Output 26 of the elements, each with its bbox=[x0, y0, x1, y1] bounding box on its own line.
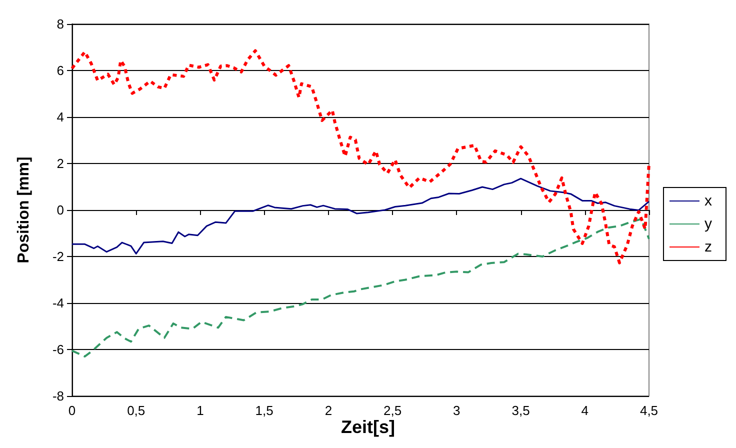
y-tick-label: 8 bbox=[56, 16, 64, 32]
x-tick-label: 3,5 bbox=[512, 403, 530, 418]
legend-label: x bbox=[704, 192, 712, 210]
x-tick-label: 1,5 bbox=[255, 403, 274, 418]
x-tick-label: 4 bbox=[581, 403, 589, 418]
y-tick-label: 4 bbox=[56, 110, 64, 124]
x-axis-title: Zeit[s] bbox=[341, 417, 395, 437]
y-tick-label: -8 bbox=[52, 388, 64, 404]
x-tick-label: 3 bbox=[453, 403, 460, 418]
y-tick-label: -4 bbox=[52, 296, 64, 310]
y-axis-title: Position [mm] bbox=[16, 156, 32, 264]
x-tick-label: 0 bbox=[68, 403, 76, 418]
x-tick-label: 4,5 bbox=[640, 403, 658, 418]
x-tick-label: 2,5 bbox=[384, 403, 402, 418]
y-tick-label: -2 bbox=[52, 249, 64, 264]
y-tick-label: 0 bbox=[56, 202, 64, 218]
y-tick-label: 6 bbox=[56, 63, 64, 78]
line-series bbox=[70, 49, 650, 264]
legend-label: z bbox=[704, 238, 712, 256]
legend-label: y bbox=[704, 216, 712, 232]
y-tick-label: -6 bbox=[52, 342, 64, 357]
x-tick-label: 1 bbox=[196, 403, 204, 418]
line-series bbox=[71, 178, 650, 254]
x-tick-label: 2 bbox=[324, 403, 332, 418]
x-tick-label: 0,5 bbox=[127, 403, 146, 418]
y-tick-label: 2 bbox=[56, 156, 64, 171]
